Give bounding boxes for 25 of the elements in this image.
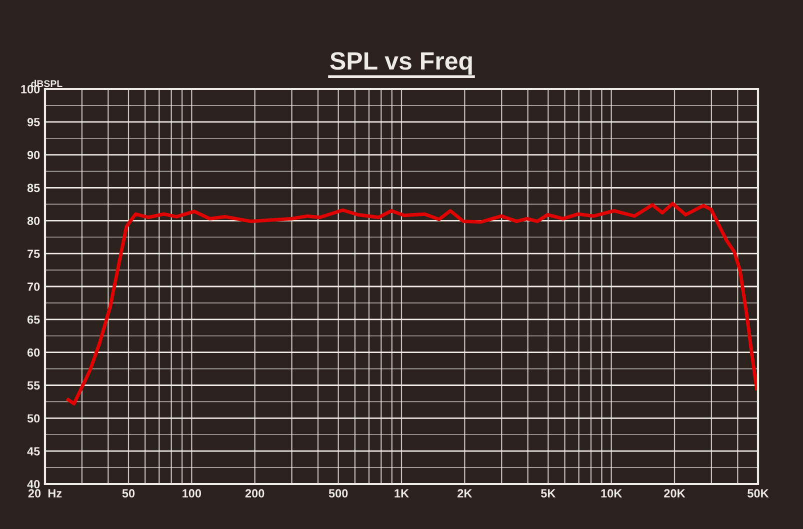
x-tick-label: 5K bbox=[540, 489, 556, 498]
x-tick-label: 10K bbox=[601, 489, 622, 498]
chart-title: SPL vs Freq bbox=[330, 52, 472, 75]
x-tick-label: 50K bbox=[748, 489, 769, 498]
y-axis-title: dBSPL bbox=[31, 80, 62, 88]
y-tick-label: 45 bbox=[27, 447, 40, 456]
y-tick-label: 65 bbox=[27, 315, 40, 324]
x-tick-label: 1K bbox=[394, 489, 409, 498]
y-tick-label: 40 bbox=[27, 480, 40, 488]
y-tick-label: 60 bbox=[27, 348, 40, 357]
x-tick-label: 20K bbox=[664, 489, 686, 498]
y-tick-label: 50 bbox=[27, 414, 40, 423]
y-tick-label: 75 bbox=[28, 250, 40, 258]
y-tick-label: 80 bbox=[27, 216, 40, 226]
y-tick-label: 85 bbox=[27, 184, 40, 192]
x-tick-label: 20 Hz bbox=[28, 489, 62, 498]
y-tick-label: 70 bbox=[28, 282, 40, 291]
y-tick-label: 90 bbox=[27, 150, 40, 160]
x-tick-label: 500 bbox=[328, 489, 348, 498]
x-tick-label: 2K bbox=[458, 489, 472, 498]
x-tick-label: 50 bbox=[122, 489, 135, 498]
y-tick-label: 95 bbox=[27, 118, 40, 126]
x-tick-label: 200 bbox=[245, 489, 264, 498]
y-tick-label: 55 bbox=[27, 381, 40, 390]
x-tick-label: 100 bbox=[182, 489, 202, 498]
